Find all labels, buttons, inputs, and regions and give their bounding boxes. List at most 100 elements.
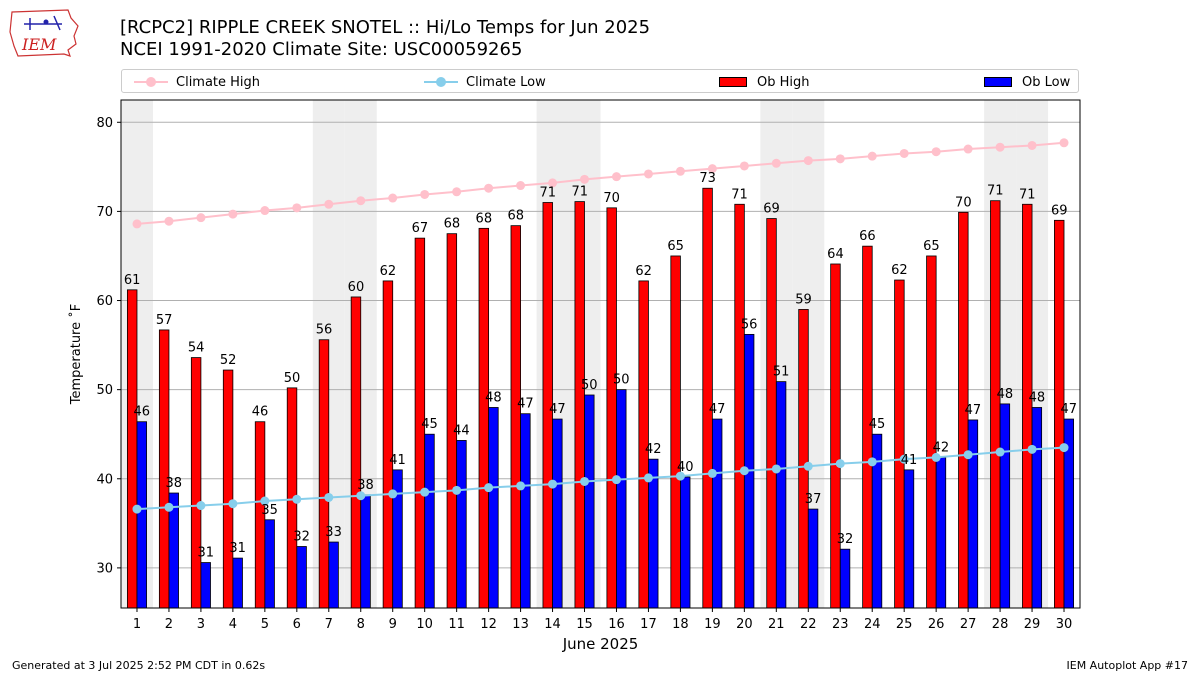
ob-high-bar-2 <box>158 329 170 609</box>
ob-low-label-18: 40 <box>677 460 694 475</box>
ob-low-label-16: 50 <box>613 373 630 388</box>
ob-low-bar-22 <box>807 508 819 609</box>
climate-low-point-4 <box>228 499 238 509</box>
ob-low-label-27: 47 <box>965 403 982 418</box>
ob-high-label-29: 71 <box>1019 187 1036 202</box>
ob-low-bar-23 <box>839 548 851 609</box>
climate-high-point-20 <box>739 161 749 171</box>
ob-low-label-15: 50 <box>581 378 598 393</box>
ob-low-bar-5 <box>264 519 275 609</box>
ob-high-bar-21 <box>766 218 777 609</box>
ob-low-label-4: 31 <box>229 541 246 556</box>
y-tick-label-80: 80 <box>96 116 113 131</box>
climate-low-point-29 <box>1027 444 1037 454</box>
x-tick-label-28: 28 <box>992 617 1009 632</box>
ob-low-label-29: 48 <box>1029 390 1046 405</box>
climate-high-point-6 <box>292 203 302 213</box>
x-tick-label-25: 25 <box>896 617 913 632</box>
ob-low-bar-21 <box>775 381 787 609</box>
legend-label-climate-low: Climate Low <box>466 74 546 90</box>
ob-low-label-22: 37 <box>805 492 822 507</box>
y-tick-label-60: 60 <box>96 294 113 309</box>
plot-frame <box>120 99 1081 609</box>
x-tick-label-13: 13 <box>512 617 529 632</box>
ob-high-bar-3 <box>190 357 202 609</box>
ob-high-label-9: 62 <box>380 264 397 279</box>
ob-low-bar-19 <box>711 418 723 609</box>
ob-high-bar-23 <box>830 263 841 609</box>
x-axis-label: June 2025 <box>562 635 639 653</box>
ob-high-label-23: 64 <box>827 247 844 262</box>
climate-high-point-7 <box>324 199 334 209</box>
ob-high-label-18: 65 <box>667 239 684 254</box>
logo-text: IEM <box>21 35 57 54</box>
ob-high-bar-15 <box>574 201 585 609</box>
climate-low-point-1 <box>132 504 142 514</box>
ob-low-bar-1 <box>136 421 147 609</box>
ob-high-bar-11 <box>446 233 458 609</box>
x-tick-label-9: 9 <box>389 617 397 632</box>
ob-low-swatch <box>984 77 1012 87</box>
ob-low-label-30: 47 <box>1061 402 1078 417</box>
x-tick-label-11: 11 <box>448 617 465 632</box>
x-tick-label-14: 14 <box>544 617 561 632</box>
generated-note: Generated at 3 Jul 2025 2:52 PM CDT in 0… <box>12 659 266 672</box>
ob-high-label-4: 52 <box>220 353 237 368</box>
ob-high-bar-18 <box>670 255 681 609</box>
climate-low-point-20 <box>739 466 749 476</box>
climate-high-point-25 <box>899 148 909 158</box>
climate-low-point-16 <box>611 475 621 485</box>
ob-high-label-2: 57 <box>156 313 173 328</box>
ob-low-label-20: 56 <box>741 317 758 332</box>
climate-low-point-6 <box>292 494 302 504</box>
ob-high-bar-16 <box>606 207 617 609</box>
ob-low-bar-18 <box>680 476 691 609</box>
x-tick-label-4: 4 <box>229 617 237 632</box>
climate-high-point-29 <box>1027 140 1037 150</box>
x-tick-label-8: 8 <box>357 617 365 632</box>
climate-high-swatch <box>134 75 168 89</box>
ob-low-label-9: 41 <box>389 453 406 468</box>
ob-low-bar-7 <box>328 541 339 609</box>
ob-low-bar-28 <box>999 403 1011 609</box>
climate-high-point-18 <box>675 166 685 176</box>
ob-low-label-14: 47 <box>549 402 566 417</box>
legend-item-climate-low: Climate Low <box>424 73 546 91</box>
ob-high-label-27: 70 <box>955 195 972 210</box>
ob-high-label-30: 69 <box>1051 203 1068 218</box>
ob-low-label-23: 32 <box>837 532 854 547</box>
climate-high-line <box>136 141 1065 225</box>
x-tick-label-16: 16 <box>608 617 625 632</box>
climate-low-point-17 <box>643 473 653 483</box>
climate-high-point-27 <box>963 144 973 154</box>
ob-low-label-2: 38 <box>165 476 182 491</box>
climate-high-point-8 <box>356 196 366 206</box>
x-tick-label-18: 18 <box>672 617 689 632</box>
climate-high-point-9 <box>388 193 398 203</box>
title-line-2: NCEI 1991-2020 Climate Site: USC00059265 <box>120 39 523 60</box>
x-tick-label-2: 2 <box>165 617 173 632</box>
x-tick-label-3: 3 <box>197 617 205 632</box>
ob-high-swatch <box>719 77 747 87</box>
ob-high-label-14: 71 <box>539 185 556 200</box>
x-tick-label-22: 22 <box>800 617 817 632</box>
x-tick-label-24: 24 <box>864 617 881 632</box>
ob-high-label-10: 67 <box>412 221 429 236</box>
climate-high-point-4 <box>228 209 238 219</box>
ob-high-label-11: 68 <box>444 217 461 232</box>
climate-low-swatch <box>424 75 458 89</box>
ob-low-label-1: 46 <box>134 405 151 420</box>
climate-low-point-2 <box>164 502 174 512</box>
ob-high-bar-8 <box>350 296 362 609</box>
app-label: IEM Autoplot App #17 <box>1066 659 1189 672</box>
climate-low-point-23 <box>835 459 845 469</box>
climate-low-point-24 <box>867 457 877 467</box>
climate-high-point-15 <box>580 174 590 184</box>
y-tick-label-70: 70 <box>96 205 113 220</box>
y-tick-label-50: 50 <box>96 383 113 398</box>
ob-low-label-28: 48 <box>997 387 1014 402</box>
ob-high-label-15: 71 <box>571 185 588 200</box>
ob-high-bar-13 <box>510 225 521 609</box>
x-tick-label-12: 12 <box>480 617 497 632</box>
